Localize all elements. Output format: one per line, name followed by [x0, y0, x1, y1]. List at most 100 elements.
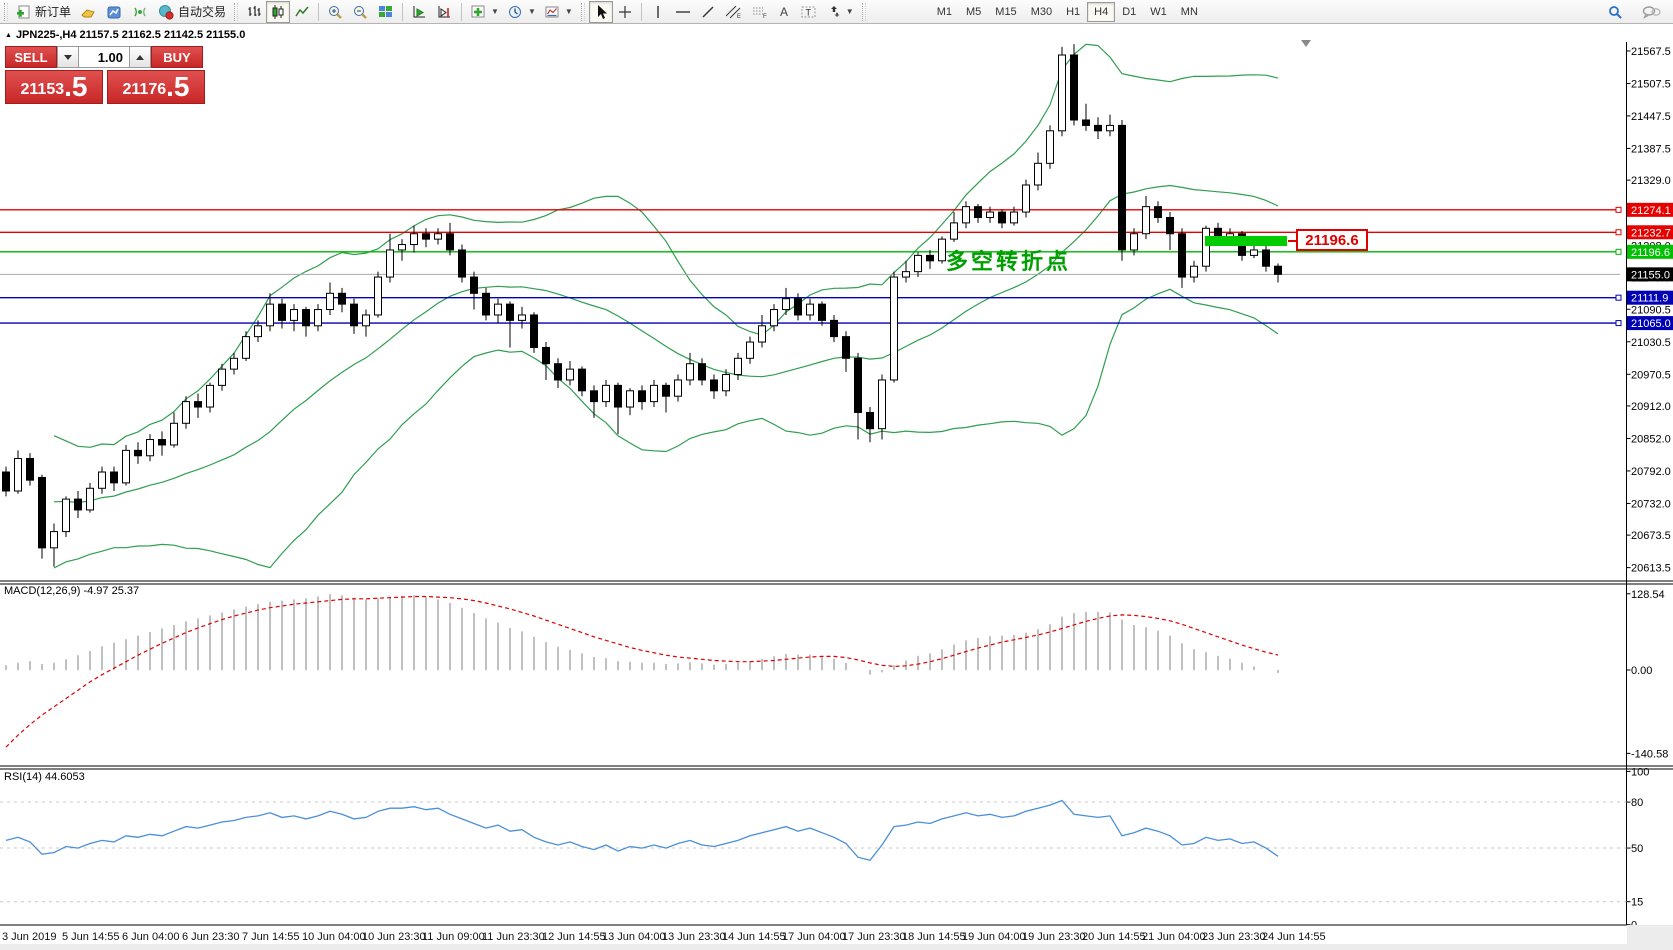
chart-shift-marker-icon[interactable]: [1301, 40, 1311, 47]
candle-body: [434, 233, 442, 240]
chat-icon: [1641, 4, 1661, 20]
autotrade-icon: [157, 4, 175, 20]
volume-field: [79, 46, 129, 68]
candle-body: [230, 357, 238, 370]
candlestick-chart-button[interactable]: [266, 0, 291, 23]
tab-timeframe-d1[interactable]: D1: [1122, 5, 1137, 18]
candle-body: [62, 498, 70, 533]
time-axis-label: 11 Jun 23:30: [482, 931, 545, 943]
candle-body: [1010, 211, 1018, 224]
candle-body: [350, 303, 358, 327]
price-highlight-label[interactable]: 21196.6: [1296, 229, 1368, 251]
periods-button[interactable]: ▼: [503, 1, 540, 23]
navigator-icon: [105, 4, 123, 20]
candle-body: [1274, 265, 1282, 275]
zoom-in-button[interactable]: [323, 1, 348, 23]
tile-windows-button[interactable]: [373, 1, 398, 23]
tab-timeframe-w1[interactable]: W1: [1150, 5, 1167, 18]
tab-timeframe-m15[interactable]: M15: [995, 5, 1017, 18]
price-label-text: 21232.7: [1631, 227, 1671, 239]
sell-price[interactable]: 21153.5: [5, 70, 103, 104]
time-axis[interactable]: 3 Jun 2019 5 Jun 14:55 6 Jun 04:00 6 Jun 23…: [2, 931, 1326, 943]
chart-shift-button[interactable]: [432, 1, 457, 23]
search-icon: [1607, 4, 1623, 20]
candle-body: [494, 303, 502, 316]
market-watch-button[interactable]: [75, 1, 101, 23]
candle-body: [290, 309, 298, 321]
zoom-in-icon: [327, 4, 344, 20]
price-tick-label: 20970.5: [1631, 369, 1671, 381]
tab-timeframe-mn[interactable]: MN: [1180, 5, 1198, 18]
toolbar-grip: [580, 2, 585, 21]
zoom-out-icon: [352, 4, 369, 20]
candle-body: [158, 439, 166, 446]
candle-body: [1034, 162, 1042, 186]
rsi-axis-label: 50: [1631, 843, 1643, 855]
text-label-button[interactable]: T: [796, 1, 822, 23]
auto-scroll-button[interactable]: [407, 1, 432, 23]
candle-body: [410, 233, 418, 246]
chart-title: JPN225-,H4 21157.5 21162.5 21142.5 21155…: [15, 29, 246, 41]
navigator-button[interactable]: [101, 1, 127, 23]
price-tick-label: 20792.0: [1631, 466, 1671, 478]
sell-button[interactable]: SELL: [5, 46, 57, 68]
new-order-button[interactable]: 新订单: [12, 1, 75, 23]
crosshair-icon: [617, 4, 633, 20]
candle-body: [278, 303, 286, 321]
volume-decrease-button[interactable]: [57, 46, 79, 68]
tab-timeframe-m1[interactable]: M1: [936, 5, 952, 18]
search-button[interactable]: [1603, 1, 1627, 23]
signals-button[interactable]: [127, 1, 153, 23]
time-axis-label: 13 Jun 23:30: [662, 931, 726, 943]
price-tick-label: 20732.0: [1631, 498, 1671, 510]
tab-timeframe-h4[interactable]: H4: [1087, 1, 1116, 22]
tab-timeframe-h1[interactable]: H1: [1066, 5, 1081, 18]
buy-button[interactable]: BUY: [151, 46, 203, 68]
chart-canvas[interactable]: 21567.521507.521447.521387.521329.021269…: [0, 24, 1673, 950]
candle-body: [1166, 216, 1174, 235]
dropdown-arrow-icon: ▼: [845, 7, 854, 16]
candle-body: [770, 309, 778, 327]
candle-body: [122, 449, 130, 484]
arrows-button[interactable]: ▼: [822, 1, 858, 23]
horizontal-line-button[interactable]: [670, 1, 696, 23]
fibonacci-button[interactable]: F: [746, 1, 772, 23]
price-label-box: [1627, 290, 1673, 305]
templates-button[interactable]: ▼: [540, 1, 577, 23]
candle-body: [446, 233, 454, 251]
candle-body: [422, 233, 430, 240]
zoom-out-button[interactable]: [348, 1, 373, 23]
highlight-bar[interactable]: [1205, 236, 1287, 246]
candle-body: [506, 303, 514, 321]
candle-body: [866, 411, 874, 430]
volume-input[interactable]: [79, 47, 129, 67]
dropdown-arrow-icon: ▼: [564, 7, 573, 16]
chart-window[interactable]: 21567.521507.521447.521387.521329.021269…: [0, 24, 1673, 950]
chat-button[interactable]: [1637, 1, 1665, 23]
cursor-button[interactable]: [588, 0, 613, 23]
equidistant-channel-button[interactable]: E: [720, 1, 746, 23]
collapse-marker-icon: ▲: [5, 31, 12, 39]
candle-body: [878, 379, 886, 430]
price-tick-label: 21387.5: [1631, 143, 1671, 155]
vertical-line-button[interactable]: [646, 1, 670, 23]
candle-body: [806, 303, 814, 316]
buy-price[interactable]: 21176.5: [107, 70, 205, 104]
line-chart-button[interactable]: [290, 1, 314, 23]
candle-body: [194, 401, 202, 408]
candle-body: [170, 422, 178, 446]
bar-chart-button[interactable]: [242, 1, 266, 23]
tab-timeframe-m5[interactable]: M5: [966, 5, 982, 18]
annotation-text[interactable]: 多空转折点: [946, 249, 1072, 274]
trendline-button[interactable]: [696, 1, 720, 23]
time-axis-label: 17 Jun 04:00: [782, 931, 846, 943]
volume-increase-button[interactable]: [129, 46, 151, 68]
indicators-button[interactable]: ▼: [466, 1, 503, 23]
text-button[interactable]: A: [772, 1, 796, 23]
candle-body: [842, 336, 850, 359]
candle-body: [362, 314, 370, 327]
autotrade-button[interactable]: 自动交易: [153, 1, 230, 23]
crosshair-button[interactable]: [613, 1, 637, 23]
price-axis[interactable]: 21567.521507.521447.521387.521329.021269…: [1626, 42, 1671, 925]
tab-timeframe-m30[interactable]: M30: [1030, 5, 1053, 18]
